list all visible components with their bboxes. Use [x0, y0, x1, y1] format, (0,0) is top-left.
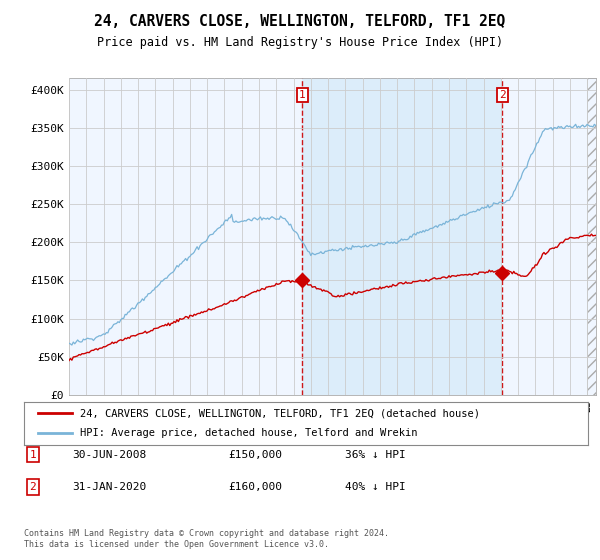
Text: Contains HM Land Registry data © Crown copyright and database right 2024.
This d: Contains HM Land Registry data © Crown c…	[24, 529, 389, 549]
Text: 24, CARVERS CLOSE, WELLINGTON, TELFORD, TF1 2EQ (detached house): 24, CARVERS CLOSE, WELLINGTON, TELFORD, …	[80, 408, 481, 418]
Text: 24, CARVERS CLOSE, WELLINGTON, TELFORD, TF1 2EQ: 24, CARVERS CLOSE, WELLINGTON, TELFORD, …	[94, 14, 506, 29]
Text: 31-JAN-2020: 31-JAN-2020	[72, 482, 146, 492]
Text: 2: 2	[29, 482, 37, 492]
Text: £150,000: £150,000	[228, 450, 282, 460]
Text: HPI: Average price, detached house, Telford and Wrekin: HPI: Average price, detached house, Telf…	[80, 428, 418, 438]
Text: 36% ↓ HPI: 36% ↓ HPI	[345, 450, 406, 460]
Text: 1: 1	[29, 450, 37, 460]
Bar	[587, 78, 596, 395]
Text: 40% ↓ HPI: 40% ↓ HPI	[345, 482, 406, 492]
Text: 2: 2	[499, 90, 506, 100]
Text: 30-JUN-2008: 30-JUN-2008	[72, 450, 146, 460]
Text: 1: 1	[299, 90, 305, 100]
Text: £160,000: £160,000	[228, 482, 282, 492]
Text: Price paid vs. HM Land Registry's House Price Index (HPI): Price paid vs. HM Land Registry's House …	[97, 36, 503, 49]
Bar	[302, 78, 502, 395]
